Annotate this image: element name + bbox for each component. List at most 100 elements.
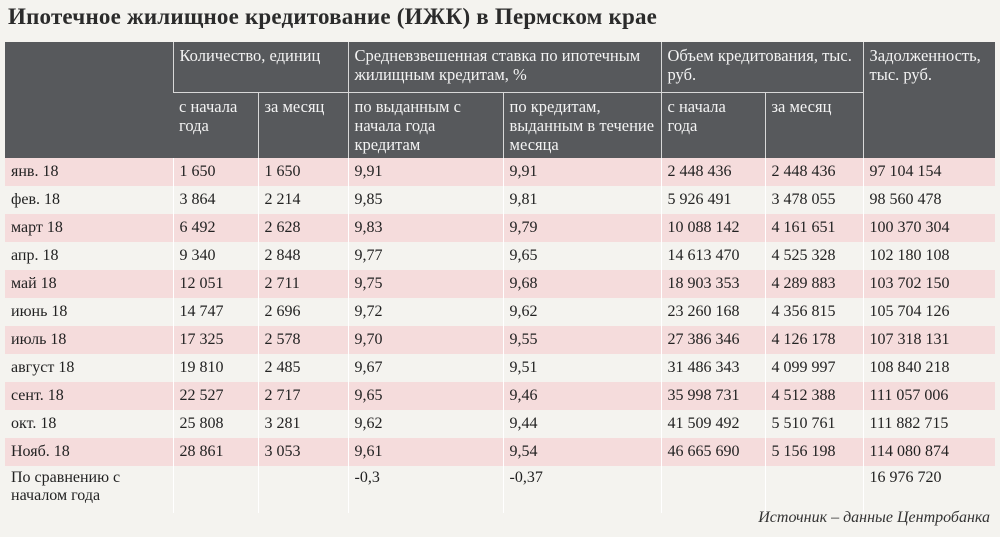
header-count-month: за месяц [257, 92, 349, 158]
cell-volume-month: 2 448 436 [764, 158, 864, 186]
cell-rate-month: 9,55 [502, 326, 662, 354]
cell-debt: 114 080 874 [862, 438, 996, 466]
cell-rate-ytd: 9,77 [347, 242, 504, 270]
table-row: янв. 18 1 650 1 650 9,91 9,91 2 448 436 2 448 … [5, 158, 996, 186]
cell-debt: 98 560 478 [862, 186, 996, 214]
header-rate: Средневзвешенная ставка по ипотечным жил… [347, 42, 662, 93]
row-label: июль 18 [5, 326, 173, 354]
cell-count-ytd: 1 650 [172, 158, 258, 186]
cell-volume-month [764, 466, 864, 513]
row-label: окт. 18 [5, 410, 173, 438]
cell-volume-month: 4 099 997 [764, 354, 864, 382]
cell-rate-ytd: 9,67 [347, 354, 504, 382]
cell-volume-month: 3 478 055 [764, 186, 864, 214]
cell-volume-ytd: 2 448 436 [660, 158, 766, 186]
cell-rate-ytd: -0,3 [347, 466, 504, 513]
cell-count-month: 2 848 [257, 242, 349, 270]
cell-count-ytd: 14 747 [172, 298, 258, 326]
cell-volume-ytd: 27 386 346 [660, 326, 766, 354]
table-row: По сравнению с началом года -0,3 -0,37 16 9… [5, 466, 996, 513]
cell-rate-ytd: 9,62 [347, 410, 504, 438]
row-label: июнь 18 [5, 298, 173, 326]
cell-debt: 97 104 154 [862, 158, 996, 186]
cell-volume-ytd: 41 509 492 [660, 410, 766, 438]
cell-rate-month: -0,37 [502, 466, 662, 513]
header-row-2: с начала года за месяц по выданным с нач… [5, 92, 995, 158]
cell-count-month: 2 696 [257, 298, 349, 326]
cell-rate-month: 9,46 [502, 382, 662, 410]
cell-debt: 103 702 150 [862, 270, 996, 298]
cell-volume-month: 5 156 198 [764, 438, 864, 466]
cell-rate-ytd: 9,70 [347, 326, 504, 354]
cell-count-month: 1 650 [257, 158, 349, 186]
cell-rate-ytd: 9,91 [347, 158, 504, 186]
cell-volume-ytd: 46 665 690 [660, 438, 766, 466]
cell-rate-month: 9,79 [502, 214, 662, 242]
table-body: янв. 18 1 650 1 650 9,91 9,91 2 448 436 2 448 … [5, 158, 996, 513]
table-row: сент. 18 22 527 2 717 9,65 9,46 35 998 731 4 5… [5, 382, 996, 410]
cell-count-ytd: 22 527 [172, 382, 258, 410]
cell-rate-month: 9,54 [502, 438, 662, 466]
header-row-1: Количество, единиц Средневзвешенная став… [5, 42, 996, 158]
table-title: Ипотечное жилищное кредитование (ИЖК) в … [8, 4, 658, 29]
cell-debt: 105 704 126 [862, 298, 996, 326]
cell-rate-month: 9,81 [502, 186, 662, 214]
cell-volume-ytd: 5 926 491 [660, 186, 766, 214]
row-label: май 18 [5, 270, 173, 298]
table-row: апр. 18 9 340 2 848 9,77 9,65 14 613 470 4 525… [5, 242, 996, 270]
cell-count-ytd: 9 340 [172, 242, 258, 270]
cell-rate-ytd: 9,72 [347, 298, 504, 326]
cell-count-ytd: 17 325 [172, 326, 258, 354]
cell-count-ytd: 28 861 [172, 438, 258, 466]
source-note: Источник – данные Центробанка [758, 509, 990, 526]
table-row: март 18 6 492 2 628 9,83 9,79 10 088 142 4 161… [5, 214, 996, 242]
row-label: По сравнению с началом года [5, 466, 173, 513]
table-row: фев. 18 3 864 2 214 9,85 9,81 5 926 491 3 478 … [5, 186, 996, 214]
cell-debt: 107 318 131 [862, 326, 996, 354]
table-row: окт. 18 25 808 3 281 9,62 9,44 41 509 492 5 51… [5, 410, 996, 438]
header-volume-month: за месяц [764, 92, 864, 158]
table-row: Нояб. 18 28 861 3 053 9,61 9,54 46 665 690 5 1… [5, 438, 996, 466]
row-label: сент. 18 [5, 382, 173, 410]
cell-debt: 16 976 720 [862, 466, 996, 513]
cell-count-month: 2 485 [257, 354, 349, 382]
cell-volume-ytd [660, 466, 766, 513]
cell-count-month: 2 214 [257, 186, 349, 214]
cell-rate-month: 9,65 [502, 242, 662, 270]
header-count-ytd: с начала года [173, 92, 258, 158]
cell-count-ytd: 6 492 [172, 214, 258, 242]
table-row: июнь 18 14 747 2 696 9,72 9,62 23 260 168 4 35… [5, 298, 996, 326]
cell-volume-ytd: 31 486 343 [660, 354, 766, 382]
cell-volume-month: 4 525 328 [764, 242, 864, 270]
table-row: август 18 19 810 2 485 9,67 9,51 31 486 343 4 … [5, 354, 996, 382]
cell-volume-ytd: 23 260 168 [660, 298, 766, 326]
row-label: Нояб. 18 [5, 438, 173, 466]
cell-volume-month: 4 126 178 [764, 326, 864, 354]
cell-rate-month: 9,44 [502, 410, 662, 438]
header-count: Количество, единиц [172, 42, 349, 93]
cell-debt: 111 057 006 [862, 382, 996, 410]
cell-count-month: 3 281 [257, 410, 349, 438]
cell-count-ytd: 19 810 [172, 354, 258, 382]
cell-debt: 100 370 304 [862, 214, 996, 242]
cell-rate-month: 9,68 [502, 270, 662, 298]
cell-count-ytd [172, 466, 258, 513]
header-volume-ytd: с начала года [660, 92, 766, 158]
cell-debt: 111 882 715 [862, 410, 996, 438]
row-label: март 18 [5, 214, 173, 242]
header-rate-ytd: по выданным с начала года кредитам [347, 92, 504, 158]
row-label: фев. 18 [5, 186, 173, 214]
cell-count-month [257, 466, 349, 513]
header-rate-month: по кредитам, выданным в течение месяца [502, 92, 662, 158]
cell-volume-month: 5 510 761 [764, 410, 864, 438]
cell-count-month: 2 717 [257, 382, 349, 410]
cell-debt: 102 180 108 [862, 242, 996, 270]
header-debt: Задолженность, тыс. руб. [862, 42, 996, 158]
row-label: янв. 18 [5, 158, 173, 186]
header-empty [5, 42, 173, 158]
cell-count-month: 2 578 [257, 326, 349, 354]
cell-count-ytd: 12 051 [172, 270, 258, 298]
cell-volume-month: 4 289 883 [764, 270, 864, 298]
cell-volume-ytd: 35 998 731 [660, 382, 766, 410]
table-row: июль 18 17 325 2 578 9,70 9,55 27 386 346 4 12… [5, 326, 996, 354]
